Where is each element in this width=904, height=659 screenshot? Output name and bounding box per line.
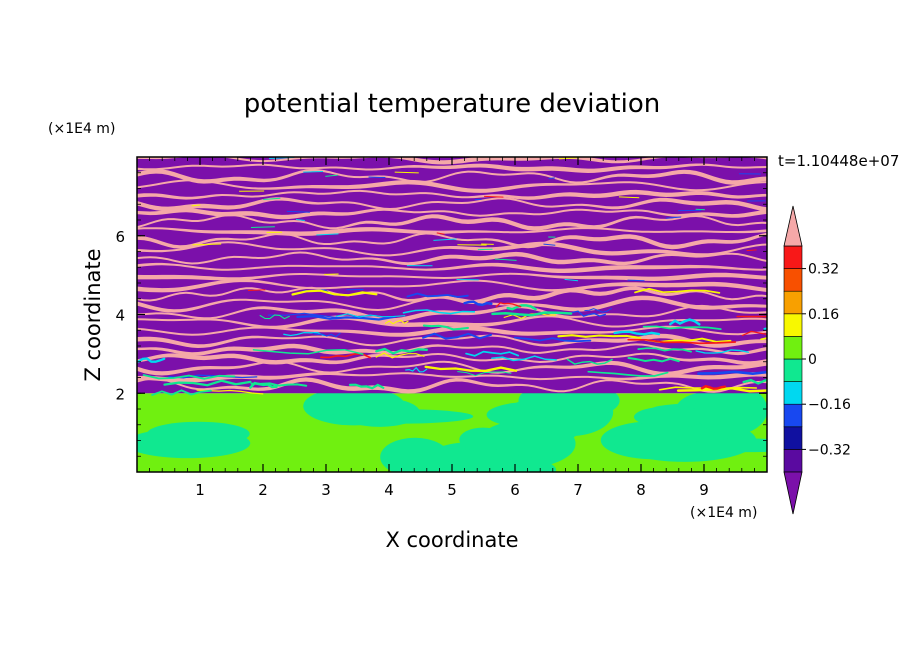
x-tick-label: 1 xyxy=(195,481,205,499)
x-tick-label: 9 xyxy=(699,481,709,499)
x-tick-label: 6 xyxy=(510,481,520,499)
plot-area xyxy=(125,154,824,486)
colorbar-tick-label: 0.32 xyxy=(808,262,839,278)
colorbar-tick-label: 0 xyxy=(808,352,817,368)
colorbar-tick-label: −0.32 xyxy=(808,442,851,458)
y-axis-label: Z coordinate xyxy=(81,248,105,381)
chart-title: potential temperature deviation xyxy=(244,89,660,119)
y-tick-label: 2 xyxy=(115,385,125,403)
x-tick-label: 4 xyxy=(384,481,394,499)
colorbar-under-triangle xyxy=(784,472,802,514)
colorbar-over-triangle xyxy=(784,206,802,246)
lower-blob xyxy=(330,409,473,423)
y-tick-label: 4 xyxy=(115,307,125,325)
time-label: t=1.10448e+07 xyxy=(778,152,899,170)
y-unit-label: (×1E4 m) xyxy=(48,121,115,137)
colorbar-segment xyxy=(784,449,802,472)
upper-speck xyxy=(303,171,323,172)
colorbar-segment xyxy=(784,269,802,292)
colorbar-tick-label: −0.16 xyxy=(808,397,851,413)
colorbar-segment xyxy=(784,291,802,314)
upper-speck xyxy=(369,177,386,178)
x-tick-label: 5 xyxy=(447,481,457,499)
lower-blob xyxy=(147,422,250,446)
colorbar: 0.32 0.16 0 −0.16 −0.32 xyxy=(784,206,851,514)
lower-blob xyxy=(459,428,507,452)
x-tick-label: 3 xyxy=(321,481,331,499)
x-tick-label: 2 xyxy=(258,481,268,499)
upper-speck xyxy=(248,290,265,291)
colorbar-segment xyxy=(784,314,802,337)
colorbar-segment xyxy=(784,427,802,450)
x-axis-label: X coordinate xyxy=(385,528,518,552)
colorbar-segment xyxy=(784,382,802,405)
x-tick-label: 8 xyxy=(636,481,646,499)
colorbar-segment xyxy=(784,359,802,382)
colorbar-segment xyxy=(784,404,802,427)
colorbar-segment xyxy=(784,336,802,359)
x-tick-label: 7 xyxy=(573,481,583,499)
upper-speck xyxy=(549,178,555,179)
upper-speck xyxy=(628,280,645,281)
y-tick-label: 6 xyxy=(115,228,125,246)
colorbar-tick-label: 0.16 xyxy=(808,307,839,323)
colorbar-segment xyxy=(784,246,802,269)
x-unit-label: (×1E4 m) xyxy=(690,505,757,521)
